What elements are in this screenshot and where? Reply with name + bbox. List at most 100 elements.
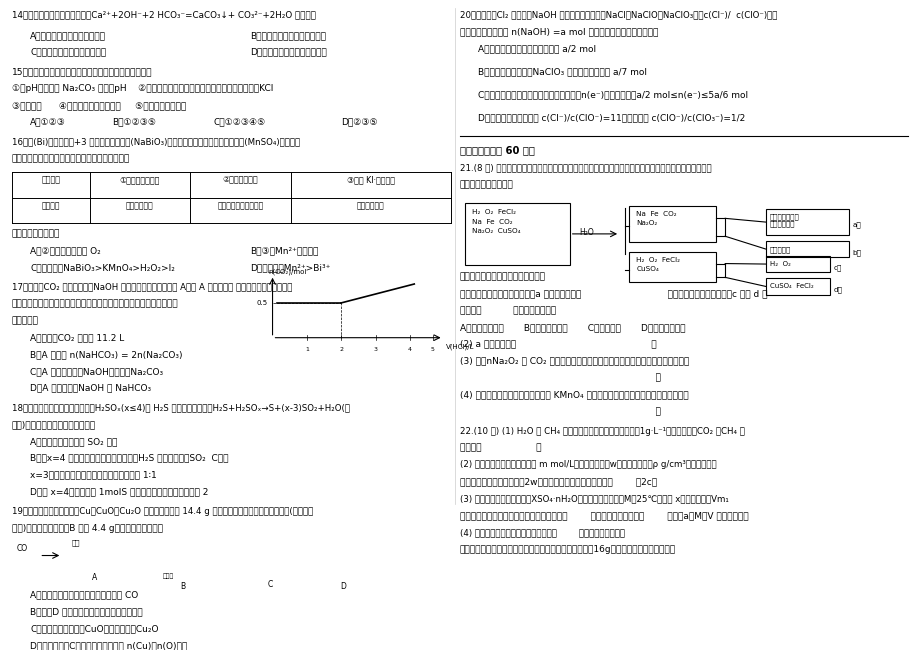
Text: C: C	[267, 580, 273, 589]
Text: ③洗涤沉淠      ④分离汽油和水的混合物     ⑤制备氢氧化铁胶体: ③洗涤沉淠 ④分离汽油和水的混合物 ⑤制备氢氧化铁胶体	[12, 101, 186, 110]
Text: 体积比为                   。: 体积比为 。	[460, 443, 541, 452]
Text: 配平)，则下列有关的推断合理的是: 配平)，则下列有关的推断合理的是	[12, 420, 96, 429]
Text: C．氧化性：NaBiO₃>KMnO₄>H₂O₂>I₂: C．氧化性：NaBiO₃>KMnO₄>H₂O₂>I₂	[30, 263, 175, 272]
Text: 18．一定条件下，硯的某种含氧酸H₂SOₓ(x≤4)与 H₂S 可发生如下反应：H₂S+H₂SOₓ→S+(x-3)SO₂+H₂O(未: 18．一定条件下，硯的某种含氧酸H₂SOₓ(x≤4)与 H₂S 可发生如下反应：…	[12, 403, 349, 412]
Text: n(CO₂)/mol: n(CO₂)/mol	[267, 268, 306, 275]
Text: B．①②③⑤: B．①②③⑤	[112, 118, 156, 127]
Text: B: B	[180, 582, 186, 591]
Text: B．③中Mn²⁺做氧化剂: B．③中Mn²⁺做氧化剂	[249, 246, 318, 255]
Text: 样品: 样品	[72, 539, 80, 546]
Text: 剂使硯酸盐的质量分数变为2w，则所得硯酸盐的物质的量浓度        （2c。: 剂使硯酸盐的质量分数变为2w，则所得硯酸盐的物质的量浓度 （2c。	[460, 477, 656, 486]
Bar	[464, 203, 569, 265]
Text: 5: 5	[430, 347, 434, 352]
Text: ①适量钔酸钓溶液: ①适量钔酸钓溶液	[119, 176, 160, 185]
Text: CuSO₄: CuSO₄	[636, 266, 659, 272]
Text: 蔟气反应后得到的干燥固体体积比反应前粉的质量增加了16g，则参加反应的铁粉质量为: 蔟气反应后得到的干燥固体体积比反应前粉的质量增加了16g，则参加反应的铁粉质量为	[460, 545, 675, 554]
Text: D: D	[340, 582, 346, 591]
Text: ①用pH试纸测定 Na₂CO₃ 溶液的pH    ②从氯酸鑂和二氧化锤制取氧气的剩余固体中提取KCl: ①用pH试纸测定 Na₂CO₃ 溶液的pH ②从氯酸鑂和二氧化锤制取氧气的剩余固…	[12, 84, 273, 93]
Text: 的标准为           （填下列序号）。: 的标准为 （填下列序号）。	[460, 306, 555, 315]
Text: 17．一定量CO₂ 通入某浓度的NaOH 溶液中，反应后得到溶液 A，向 A 溶液中逐滴 滴入某浓度稀盐酸，加入: 17．一定量CO₂ 通入某浓度的NaOH 溶液中，反应后得到溶液 A，向 A 溶…	[12, 283, 292, 291]
Text: D．还原性：Mn²⁺>Bi³⁺: D．还原性：Mn²⁺>Bi³⁺	[249, 263, 330, 272]
Text: 4: 4	[407, 347, 412, 352]
Text: c组: c组	[834, 264, 842, 270]
Text: H₂  O₂: H₂ O₂	[769, 261, 790, 267]
Bar	[629, 252, 715, 283]
Text: D．②③⑤: D．②③⑤	[341, 118, 378, 127]
Text: C．碳酸氢钓与足量的氢氧化钓: C．碳酸氢钓与足量的氢氧化钓	[30, 47, 107, 57]
Bar	[766, 256, 830, 272]
Text: 硨石灰: 硨石灰	[163, 573, 174, 579]
Text: 其中依次滴加下列溶液，对应的现象如下表所示：: 其中依次滴加下列溶液，对应的现象如下表所示：	[12, 154, 130, 163]
Text: A．该反应中，一定有 SO₂ 生成: A．该反应中，一定有 SO₂ 生成	[30, 437, 118, 446]
Text: H₂  O₂  FeCl₂: H₂ O₂ FeCl₂	[471, 209, 516, 215]
Bar	[62, 549, 126, 562]
Text: Na  Fe  CO₂: Na Fe CO₂	[636, 211, 676, 217]
Text: D．某温度下，若反应后 c(Cl⁻)/c(ClO⁻)=11，则溶液中 c(ClO⁻)/c(ClO₃⁻)=1/2: D．某温度下，若反应后 c(Cl⁻)/c(ClO⁻)=11，则溶液中 c(ClO…	[478, 113, 744, 122]
Text: a组: a组	[851, 221, 860, 228]
Text: A．点燃酒精喷灯前应先通一段时间的 CO: A．点燃酒精喷灯前应先通一段时间的 CO	[30, 590, 139, 599]
Text: Na₂O₂: Na₂O₂	[636, 220, 657, 226]
Text: D．氢氧化钓与足量的碳酸氢钓: D．氢氧化钓与足量的碳酸氢钓	[249, 47, 326, 57]
Text: A．②中产生的气体为 O₂: A．②中产生的气体为 O₂	[30, 246, 101, 255]
Text: A: A	[92, 573, 96, 582]
Text: 。: 。	[460, 374, 660, 382]
Text: C．该固体不可能只含CuO，但可以只含Cu₂O: C．该固体不可能只含CuO，但可以只含Cu₂O	[30, 624, 159, 633]
Text: 铁和溶液，则该饱和溶液中溶质的质量分数为        ，该饱和溶液的密度为        （用含a、M、V 的式子表示）: 铁和溶液，则该饱和溶液中溶质的质量分数为 ，该饱和溶液的密度为 （用含a、M、V…	[460, 511, 748, 520]
Text: b组: b组	[851, 249, 860, 256]
Text: CO: CO	[17, 544, 28, 553]
Text: 2: 2	[339, 347, 343, 352]
Text: 也不作还原剂: 也不作还原剂	[769, 220, 795, 228]
Text: B．氢氧化钓与足量的碳酸氢钙: B．氢氧化钓与足量的碳酸氢钙	[249, 31, 325, 40]
Text: (3) 写出nNa₂O₂ 与 CO₂ 反应的化学方程式并用双线桥法表示电子转移的方向和数目: (3) 写出nNa₂O₂ 与 CO₂ 反应的化学方程式并用双线桥法表示电子转移的…	[460, 357, 688, 365]
Text: C．A 溶液中既含有NaOH，又含有Na₂CO₃: C．A 溶液中既含有NaOH，又含有Na₂CO₃	[30, 367, 164, 376]
Text: A．通入的CO₂ 气体为 11.2 L: A．通入的CO₂ 气体为 11.2 L	[30, 333, 124, 342]
Text: (4) 组中某一物质的水溶液可被氧化 KMnO₄ 溶液氧化，写出该物质在水中的电离方程式: (4) 组中某一物质的水溶液可被氧化 KMnO₄ 溶液氧化，写出该物质在水中的电…	[460, 391, 688, 399]
Text: 加入溶液: 加入溶液	[41, 176, 61, 185]
Text: 溶液呼紫红色: 溶液呼紫红色	[126, 201, 153, 210]
Text: H₂  O₂  FeCl₂: H₂ O₂ FeCl₂	[636, 257, 680, 263]
Text: 3: 3	[373, 347, 378, 352]
Text: Na₂O₂  CuSO₄: Na₂O₂ CuSO₄	[471, 227, 520, 234]
Text: D．若 x=4，则每生成 1molS 原子，此时转移的电子数目为 2: D．若 x=4，则每生成 1molS 原子，此时转移的电子数目为 2	[30, 488, 209, 497]
Text: D．若缺少装置C，则实验测得固体中 n(Cu)：n(O)偏高: D．若缺少装置C，则实验测得固体中 n(Cu)：n(O)偏高	[30, 641, 187, 650]
Text: 1: 1	[305, 347, 309, 352]
Text: x=3，则还原剂与氧化剂的粒子个数之比为 1∶1: x=3，则还原剂与氧化剂的粒子个数之比为 1∶1	[30, 471, 157, 480]
Text: B．装置D 的作用是处理尾气，防止污染空气: B．装置D 的作用是处理尾气，防止污染空气	[30, 607, 142, 616]
Text: 20．已知：将Cl₂ 通入适量NaOH 溶液，产物中可能有NaCl、NaClO、NaClO₃，且c(Cl⁻)/  c(ClO⁻)的値: 20．已知：将Cl₂ 通入适量NaOH 溶液，产物中可能有NaCl、NaClO、…	[460, 10, 777, 20]
Bar	[766, 241, 847, 257]
Text: 16．钔(Bi)元素价态为+3 时较稳定，钔酸钓(NaBiO₃)溶液呼无色，现取一定量的硫酸锤(MnSO₄)溶液，向: 16．钔(Bi)元素价态为+3 时较稳定，钔酸钓(NaBiO₃)溶液呼无色，现取…	[12, 137, 300, 146]
Text: 22.(10 分) (1) H₂O 和 CH₄ 组成的气体，标准状况下的密度为1g·L⁻¹，该混合气体CO₂ 和CH₄ 的: 22.(10 分) (1) H₂O 和 CH₄ 组成的气体，标准状况下的密度为1…	[460, 426, 744, 436]
Bar	[766, 278, 830, 294]
Text: 得到蓝色溶液: 得到蓝色溶液	[357, 201, 384, 210]
Text: D．A 溶液中含有NaOH 和 NaHCO₃: D．A 溶液中含有NaOH 和 NaHCO₃	[30, 384, 151, 393]
Text: ②过量的双氧水: ②过量的双氧水	[222, 176, 258, 185]
Text: 21.(8 分) 分类是根据对象的共同点和差异点，将对象区分为不同种类，并且形成有一定从属关系的不同等: 21.(8 分) 分类是根据对象的共同点和差异点，将对象区分为不同种类，并且形成…	[460, 163, 711, 172]
Text: B．A 溶液中 n(NaHCO₃) = 2n(Na₂CO₃): B．A 溶液中 n(NaHCO₃) = 2n(Na₂CO₃)	[30, 350, 183, 359]
Text: 省略)。测得实验后装置B 增重 4.4 g。下列说法错误的是: 省略)。测得实验后装置B 增重 4.4 g。下列说法错误的是	[12, 524, 163, 533]
Text: A．是否为化合物       B．是否为化合物       C．物质状态       D．是否为电解质: A．是否为化合物 B．是否为化合物 C．物质状态 D．是否为电解质	[460, 323, 685, 332]
Text: 14．下列反应，能用离子方程式Ca²⁺+2OH⁻+2 HCO₃⁻=CaCO₃↓+ CO₃²⁻+2H₂O 表示的是: 14．下列反应，能用离子方程式Ca²⁺+2OH⁻+2 HCO₃⁻=CaCO₃↓+…	[12, 10, 315, 20]
Text: 。: 。	[460, 408, 660, 416]
Text: B．当x=4 时，若改变条件（例如加热）H₂S 可能被氧化为SO₂  C．若: B．当x=4 时，若改变条件（例如加热）H₂S 可能被氧化为SO₂ C．若	[30, 454, 229, 463]
Bar	[629, 206, 715, 242]
Text: 与温度高低有关，当 n(NaOH) =a mol 时，下列有关说法不正确的是: 与温度高低有关，当 n(NaOH) =a mol 时，下列有关说法不正确的是	[460, 27, 658, 36]
Text: (2) 某硯酸盐的物质的量浓度为 m mol/L，溶液的质量为w，溶液的密度为ρ g/cm³，如果蒸发溶: (2) 某硯酸盐的物质的量浓度为 m mol/L，溶液的质量为w，溶液的密度为ρ…	[460, 460, 716, 469]
Text: 紫红色消失、产生气泡: 紫红色消失、产生气泡	[217, 201, 264, 210]
Text: 实验现象: 实验现象	[41, 201, 60, 210]
Text: A．①②③: A．①②③	[30, 118, 66, 127]
Text: 0.5: 0.5	[256, 300, 267, 306]
Text: 19．某固体混合物可能含有Cu、CuO、Cu₂O 中的若干种，取 14.4 g 该固体样品，用如下装置进行实验(夹持装置: 19．某固体混合物可能含有Cu、CuO、Cu₂O 中的若干种，取 14.4 g …	[12, 507, 312, 516]
Text: 15．下列有关实验过程中，需要使用玻璃棒进行操作的是: 15．下列有关实验过程中，需要使用玻璃棒进行操作的是	[12, 67, 153, 76]
Text: (2) a 组的化学式为                                               。: (2) a 组的化学式为 。	[460, 340, 656, 349]
Text: 在上述一级分类标准的基础上，a 组的分类标准为                              ；列不可作为二级分类区刮c 组和 d 组: 在上述一级分类标准的基础上，a 组的分类标准为 ；列不可作为二级分类区刮c 组和…	[460, 289, 766, 298]
Text: 述正确的是: 述正确的是	[12, 316, 39, 325]
Bar	[158, 549, 209, 568]
Text: 水既不作氧化剂: 水既不作氧化剂	[769, 213, 799, 220]
Text: Na  Fe  CO₂: Na Fe CO₂	[471, 218, 512, 224]
Text: d组: d组	[834, 287, 842, 293]
Bar	[323, 544, 364, 567]
Text: H₂O: H₂O	[578, 227, 593, 237]
Text: C．改变温度，反应中转移电子的物质的量n(e⁻)的理论范围：a/2 mol≤n(e⁻)≤5a/6 mol: C．改变温度，反应中转移电子的物质的量n(e⁻)的理论范围：a/2 mol≤n(…	[478, 90, 747, 99]
Text: A．碳酸氢钙与足量的氢氧化钓: A．碳酸氢钙与足量的氢氧化钓	[30, 31, 106, 40]
Text: A．参加反应的氯气的物质的量为 a/2 mol: A．参加反应的氯气的物质的量为 a/2 mol	[478, 44, 596, 53]
